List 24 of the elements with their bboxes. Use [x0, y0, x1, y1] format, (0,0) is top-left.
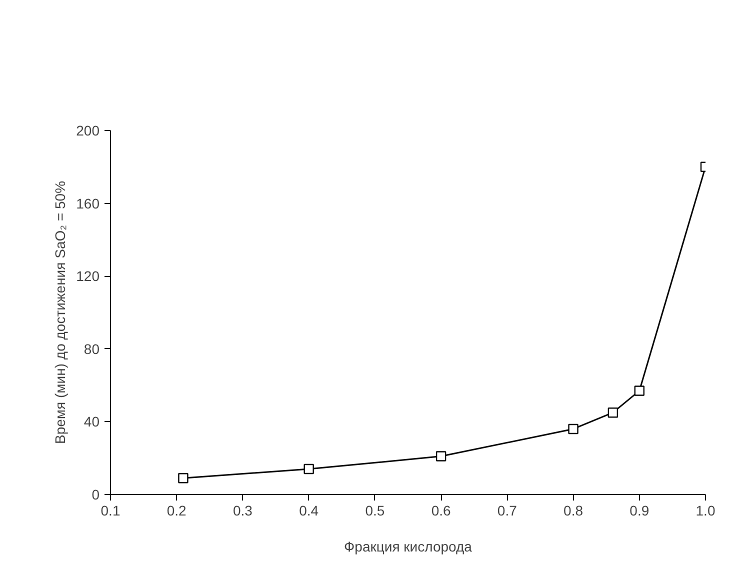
y-tick-label: 120 — [76, 268, 100, 284]
point — [178, 473, 188, 484]
y-tick-label: 160 — [76, 195, 100, 212]
y-tick-label: 200 — [76, 122, 100, 138]
x-axis-title: Фракция кислорода — [344, 538, 472, 554]
point — [304, 464, 314, 474]
y-tick-label: 80 — [84, 340, 100, 357]
point — [608, 408, 618, 418]
x-tick-label: 0.3 — [232, 502, 253, 518]
point — [634, 386, 644, 396]
point — [568, 424, 578, 434]
y-tick-label: 0 — [92, 486, 100, 502]
x-tick-label: 0.9 — [630, 502, 650, 518]
x-tick-label: 0.1 — [100, 502, 120, 518]
y-tick-label: 40 — [84, 414, 100, 430]
x-tick-label: 0.7 — [497, 502, 518, 518]
y-axis-title: Время (мин) до достижения SaO₂ = 50% — [52, 180, 68, 444]
x-tick-label: 0.4 — [299, 502, 319, 518]
x-tick-label: 0.6 — [431, 502, 451, 518]
x-tick-label: 0.8 — [564, 502, 584, 518]
x-tick-label: 0.2 — [166, 502, 187, 518]
x-tick-label: 0.5 — [365, 502, 385, 518]
x-tick-label: 1.0 — [696, 502, 716, 518]
point — [436, 451, 446, 462]
